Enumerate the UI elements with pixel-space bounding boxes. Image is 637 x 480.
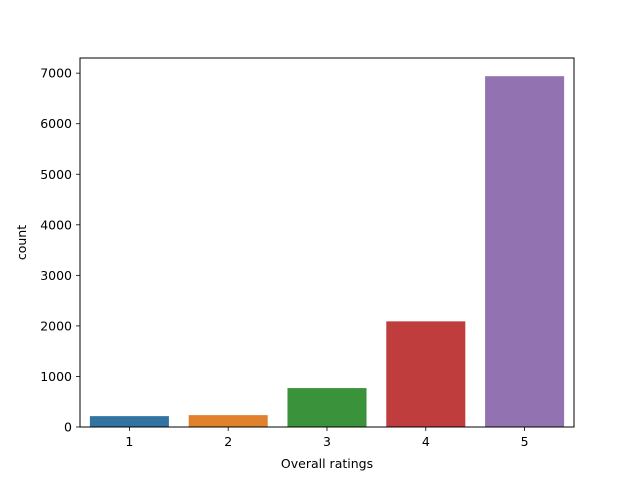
y-tick-label: 5000 — [40, 167, 72, 182]
x-tick-label: 3 — [323, 434, 331, 449]
y-tick-label: 2000 — [40, 318, 72, 333]
bars-group — [89, 76, 565, 427]
y-axis-label: count — [14, 225, 29, 260]
x-tick-label: 4 — [422, 434, 430, 449]
y-tick-label: 3000 — [40, 268, 72, 283]
y-tick-label: 1000 — [40, 369, 72, 384]
y-tick-label: 0 — [64, 420, 72, 435]
x-axis-label: Overall ratings — [281, 456, 373, 471]
y-tick-label: 6000 — [40, 116, 72, 131]
y-tick-label: 7000 — [40, 66, 72, 81]
x-tick-label: 2 — [224, 434, 232, 449]
x-tick-label: 1 — [125, 434, 133, 449]
y-axis: 0 1000 2000 3000 4000 5000 6000 7000 — [40, 66, 80, 435]
bar-rating-3 — [287, 388, 367, 427]
bar-rating-1 — [89, 416, 169, 427]
bar-rating-4 — [386, 321, 466, 427]
x-tick-label: 5 — [521, 434, 529, 449]
bar-rating-5 — [485, 76, 565, 427]
y-tick-label: 4000 — [40, 217, 72, 232]
bar-rating-2 — [188, 415, 268, 427]
x-axis: 1 2 3 4 5 — [125, 427, 529, 449]
plot-frame — [79, 57, 575, 428]
